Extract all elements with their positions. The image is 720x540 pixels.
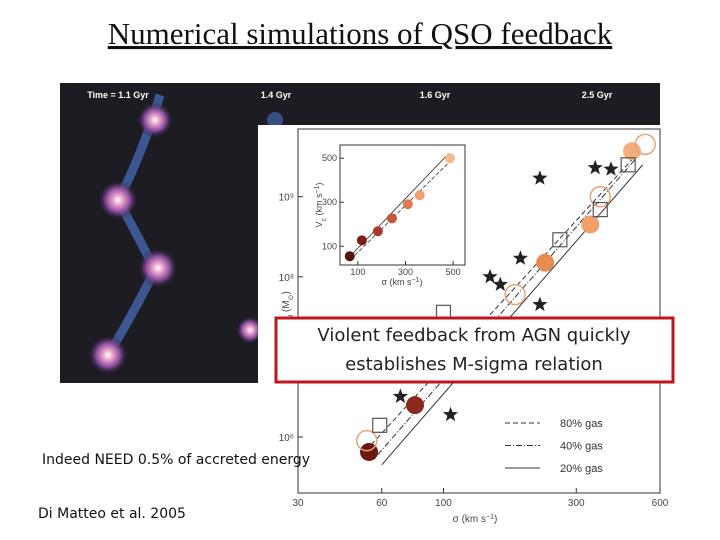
- x-tick-label: 30: [292, 498, 304, 509]
- filled-circle-point: [581, 215, 600, 234]
- inset-fit: [350, 157, 454, 260]
- open-circle-point: [634, 133, 656, 156]
- x-tick-label: 100: [435, 498, 452, 509]
- y-tick-label: 10⁸: [279, 273, 294, 284]
- axis-label: σ (km s−1): [453, 514, 498, 526]
- axis-label-part: −1: [412, 277, 420, 284]
- axis-label-part: σ (km s: [381, 277, 412, 287]
- inset-point: [414, 190, 425, 201]
- open-square-point: [620, 157, 636, 173]
- axis-label-part: V: [314, 221, 324, 227]
- star-point: [442, 406, 459, 422]
- filled-circle-point: [536, 253, 555, 272]
- axis-label-part: σ (km s: [453, 514, 486, 525]
- axis-label-part: ): [281, 291, 292, 294]
- axis-label-part: (M: [281, 300, 292, 314]
- time-label: 1.4 Gyr: [261, 90, 292, 100]
- axis-label-part: ): [494, 514, 497, 525]
- fit-line: [381, 164, 644, 466]
- plot-frame: [297, 128, 661, 494]
- inset-point: [356, 235, 367, 246]
- axis-label-part: −1: [486, 514, 494, 521]
- open-circle-point: [589, 185, 612, 208]
- x-tick-label: 300: [568, 498, 585, 509]
- inset-y-tick-label: 100: [322, 241, 337, 251]
- time-label: Time = 1.1 Gyr: [87, 90, 149, 100]
- inset-point: [402, 199, 413, 210]
- note: Indeed NEED 0.5% of accreted energy: [42, 452, 310, 468]
- legend-label: 40% gas: [560, 441, 603, 453]
- axis-label-part: ⊙: [288, 294, 295, 300]
- axis-label: Vc (km s−1): [314, 183, 328, 228]
- open-circle-point: [356, 429, 378, 452]
- open-square-point: [592, 202, 608, 218]
- y-tick-label: 10⁶: [279, 433, 294, 444]
- inset-point: [372, 226, 383, 237]
- time-label: 1.6 Gyr: [420, 90, 451, 100]
- inset-point: [386, 213, 397, 224]
- time-label: 2.5 Gyr: [582, 90, 613, 100]
- callout: Violent feedback from AGN quickly establ…: [274, 316, 675, 384]
- legend-label: 80% gas: [560, 418, 603, 430]
- star-point: [532, 170, 548, 185]
- open-square-point: [372, 417, 388, 433]
- open-circle-point: [504, 283, 526, 306]
- x-tick-label: 60: [376, 498, 388, 509]
- star-point: [512, 250, 528, 265]
- axis-label-part: c: [321, 217, 328, 221]
- inset-y-tick-label: 300: [322, 197, 337, 207]
- y-tick-label: 10⁹: [279, 193, 294, 204]
- axis-label-part: ): [314, 183, 324, 186]
- inset-point: [344, 251, 355, 262]
- star-point: [392, 388, 408, 403]
- axis-label-part: (km s: [314, 193, 324, 218]
- x-tick-label: 600: [652, 498, 669, 509]
- inset-x-tick-label: 100: [350, 267, 365, 277]
- inset-point: [445, 153, 455, 164]
- inset-y-tick-label: 500: [322, 153, 337, 163]
- star-point: [587, 159, 603, 175]
- filled-circle-point: [623, 142, 642, 161]
- legend-label: 20% gas: [560, 463, 603, 475]
- slide-title: Numerical simulations of QSO feedback: [108, 16, 613, 51]
- inset-x-tick-label: 300: [398, 267, 413, 277]
- filled-circle-point: [406, 396, 425, 415]
- star-point: [482, 268, 498, 284]
- star-point: [492, 276, 508, 291]
- open-square-point: [552, 232, 568, 248]
- axis-label-part: −1: [314, 185, 321, 193]
- callout-line: Violent feedback from AGN quickly: [317, 325, 631, 346]
- star-point: [603, 161, 619, 176]
- star-point: [532, 296, 548, 312]
- citation: Di Matteo et al. 2005: [38, 506, 186, 522]
- inset-x-tick-label: 500: [446, 267, 461, 277]
- axis-label-part: ): [420, 277, 423, 287]
- axis-label: σ (km s−1): [381, 277, 422, 288]
- callout-line: establishes M-sigma relation: [345, 354, 603, 375]
